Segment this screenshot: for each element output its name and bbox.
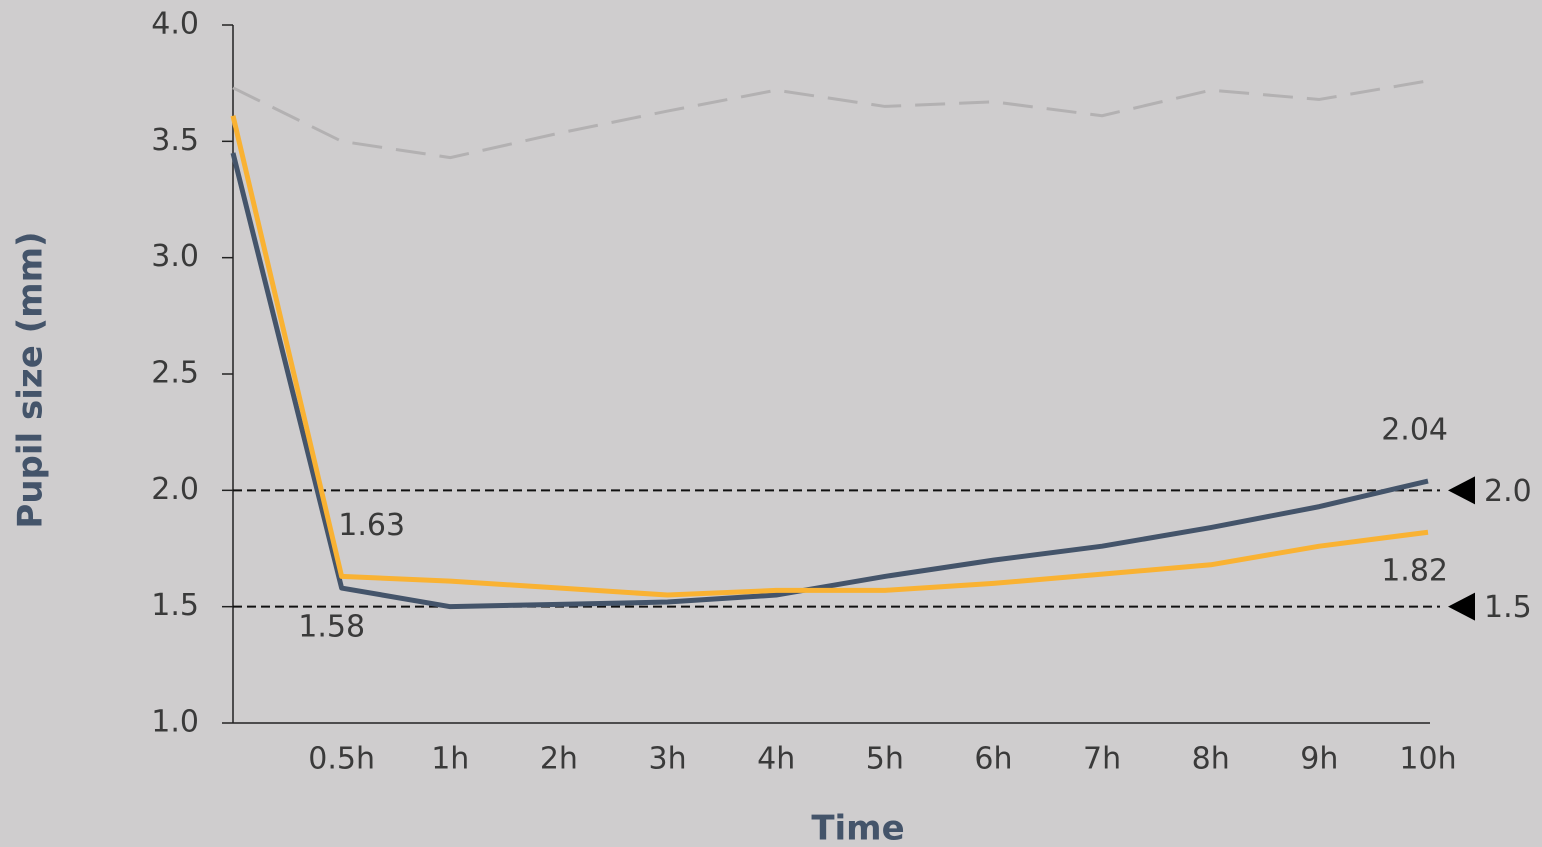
y-tick-label: 4.0	[151, 7, 199, 42]
x-tick-label: 4h	[757, 742, 795, 777]
x-tick-label: 10h	[1399, 742, 1456, 777]
y-tick-label: 3.0	[151, 239, 199, 274]
data-label: 1.82	[1381, 554, 1448, 589]
x-tick-label: 3h	[648, 742, 686, 777]
x-tick-label: 2h	[540, 742, 578, 777]
x-tick-label: 8h	[1192, 742, 1230, 777]
data-label: 1.63	[338, 508, 405, 543]
series-line	[232, 79, 1429, 160]
y-tick-label: 1.0	[151, 705, 199, 740]
reference-label: 1.5	[1484, 590, 1532, 625]
x-tick-label: 7h	[1083, 742, 1121, 777]
data-label: 2.04	[1381, 413, 1448, 448]
y-tick-label: 2.5	[151, 356, 199, 391]
x-tick-label: 6h	[974, 742, 1012, 777]
x-tick-label: 0.5h	[308, 742, 375, 777]
x-tick-label: 9h	[1300, 742, 1338, 777]
reference-label: 2.0	[1484, 474, 1532, 509]
y-axis-title: Pupil size (mm)	[11, 231, 51, 528]
reference-marker	[1448, 592, 1475, 621]
reference-marker	[1448, 476, 1475, 505]
y-tick-label: 1.5	[151, 588, 199, 623]
series-line	[230, 152, 1429, 610]
data-label: 1.58	[298, 610, 365, 645]
series-line	[230, 115, 1429, 598]
x-tick-label: 5h	[866, 742, 904, 777]
x-axis-title: Time	[811, 809, 904, 847]
y-tick-label: 3.5	[151, 123, 199, 158]
x-tick-label: 1h	[431, 742, 469, 777]
y-tick-label: 2.0	[151, 472, 199, 507]
